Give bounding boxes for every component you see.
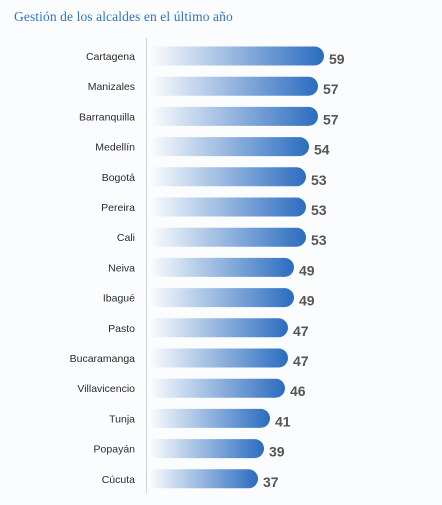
category-label: Pereira — [101, 202, 135, 214]
bar — [147, 227, 306, 247]
category-label: Pasto — [108, 323, 135, 335]
bar — [147, 257, 294, 277]
value-label: 57 — [323, 81, 339, 97]
bar-row: Manizales 57 — [88, 76, 339, 97]
bar — [147, 408, 270, 428]
bar-row: Neiva 49 — [108, 257, 315, 278]
bar-row: Cartagena 59 — [86, 46, 345, 67]
value-label: 49 — [299, 262, 315, 278]
bar-row: Villavicencio 46 — [77, 378, 306, 399]
bar — [147, 288, 294, 308]
value-label: 54 — [314, 142, 330, 158]
bar-row: Cúcuta 37 — [102, 469, 279, 490]
category-axis-line — [146, 38, 147, 493]
category-label: Barranquilla — [79, 111, 135, 123]
bar-row: Barranquilla 57 — [79, 106, 339, 127]
category-label: Bucaramanga — [70, 353, 136, 365]
bar — [147, 137, 309, 157]
value-label: 49 — [299, 293, 315, 309]
value-label: 39 — [269, 444, 285, 460]
bar-row: Bucaramanga 47 — [70, 348, 309, 369]
category-label: Villavicencio — [77, 383, 135, 395]
bar — [147, 318, 288, 338]
bar-row: Medellín 54 — [95, 137, 330, 158]
bar — [147, 46, 324, 66]
category-label: Manizales — [88, 81, 135, 93]
bar-row: Pasto 47 — [108, 318, 309, 339]
category-label: Medellín — [95, 142, 135, 154]
category-label: Ibagué — [103, 293, 135, 305]
category-label: Neiva — [108, 262, 135, 274]
bar — [147, 167, 306, 187]
value-label: 59 — [329, 51, 345, 67]
value-label: 41 — [275, 413, 291, 429]
bar — [147, 378, 285, 398]
bar — [147, 348, 288, 368]
category-label: Popayán — [94, 444, 136, 456]
category-label: Bogotá — [102, 172, 135, 184]
category-label: Cartagena — [86, 51, 135, 63]
bar — [147, 76, 318, 96]
category-label: Cúcuta — [102, 474, 135, 486]
bar — [147, 439, 264, 459]
bar-row: Popayán 39 — [94, 439, 285, 460]
value-label: 46 — [290, 383, 306, 399]
bar — [147, 469, 258, 489]
bar-row: Cali 53 — [117, 227, 327, 248]
value-label: 47 — [293, 323, 309, 339]
value-label: 57 — [323, 111, 339, 127]
value-label: 53 — [311, 202, 327, 218]
value-label: 53 — [311, 172, 327, 188]
bar-row: Ibagué 49 — [103, 288, 315, 309]
bar-row: Pereira 53 — [101, 197, 327, 218]
bar-row: Tunja 41 — [109, 408, 291, 429]
chart-title: Gestión de los alcaldes en el último año — [14, 9, 233, 24]
category-label: Cali — [117, 232, 135, 244]
value-label: 53 — [311, 232, 327, 248]
value-label: 47 — [293, 353, 309, 369]
bar — [147, 106, 318, 126]
bar-row: Bogotá 53 — [102, 167, 327, 188]
value-label: 37 — [263, 474, 279, 490]
category-label: Tunja — [109, 413, 135, 425]
bar — [147, 197, 306, 217]
